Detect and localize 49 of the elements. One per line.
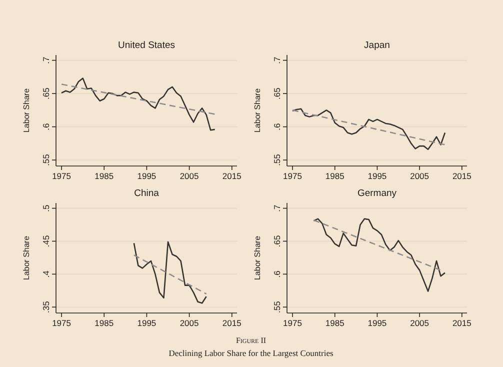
y-tick-label: .5 <box>41 204 51 212</box>
y-tick-label: .4 <box>41 270 51 278</box>
x-tick-label: 1985 <box>94 171 114 181</box>
x-tick-label: 1985 <box>325 171 345 181</box>
chart-title: China <box>134 188 160 199</box>
chart-title: United States <box>118 40 176 51</box>
x-tick-label: 2015 <box>452 318 472 328</box>
chart-title: Japan <box>364 40 390 51</box>
x-tick-label: 1995 <box>368 171 387 181</box>
y-tick-label: .35 <box>41 300 51 313</box>
y-axis-title: Labor Share <box>253 88 262 133</box>
x-tick-label: 2015 <box>452 171 472 181</box>
x-tick-label: 1975 <box>283 318 302 328</box>
x-tick-label: 1985 <box>325 318 345 328</box>
line-series <box>133 241 207 304</box>
y-tick-label: .55 <box>272 300 282 313</box>
y-axis-title: Labor Share <box>253 235 262 280</box>
x-tick-label: 2005 <box>180 318 200 328</box>
y-tick-label: .55 <box>41 154 51 166</box>
y-tick-label: .6 <box>41 122 51 130</box>
y-tick-label: .65 <box>272 87 282 100</box>
chart-title: Germany <box>357 188 397 199</box>
x-tick-label: 1985 <box>94 318 114 328</box>
line-series <box>313 218 446 292</box>
x-tick-label: 2005 <box>180 171 200 181</box>
y-tick-label: .7 <box>41 56 51 64</box>
text: Figure II <box>236 336 266 345</box>
y-tick-label: .7 <box>272 204 282 212</box>
x-tick-label: 1975 <box>52 171 72 181</box>
x-tick-label: 2005 <box>410 318 430 328</box>
line-series <box>60 78 216 131</box>
y-tick-label: .45 <box>41 235 51 248</box>
y-tick-label: .7 <box>272 56 282 64</box>
x-tick-label: 1975 <box>52 318 72 328</box>
x-tick-label: 1995 <box>137 171 156 181</box>
x-tick-label: 1975 <box>283 171 302 181</box>
x-tick-label: 1995 <box>137 318 156 328</box>
y-axis-title: Labor Share <box>22 88 31 133</box>
text: Declining Labor Share for the Largest Countries <box>168 348 334 358</box>
x-tick-label: 2015 <box>222 171 242 181</box>
x-tick-label: 1995 <box>368 318 387 328</box>
y-tick-label: .55 <box>272 154 282 166</box>
y-tick-label: .6 <box>272 270 282 278</box>
x-tick-label: 2005 <box>410 171 430 181</box>
y-axis-title: Labor Share <box>22 235 31 280</box>
y-tick-label: .65 <box>272 235 282 248</box>
y-tick-label: .65 <box>41 87 51 100</box>
x-tick-label: 2015 <box>222 318 242 328</box>
y-tick-label: .6 <box>272 122 282 130</box>
